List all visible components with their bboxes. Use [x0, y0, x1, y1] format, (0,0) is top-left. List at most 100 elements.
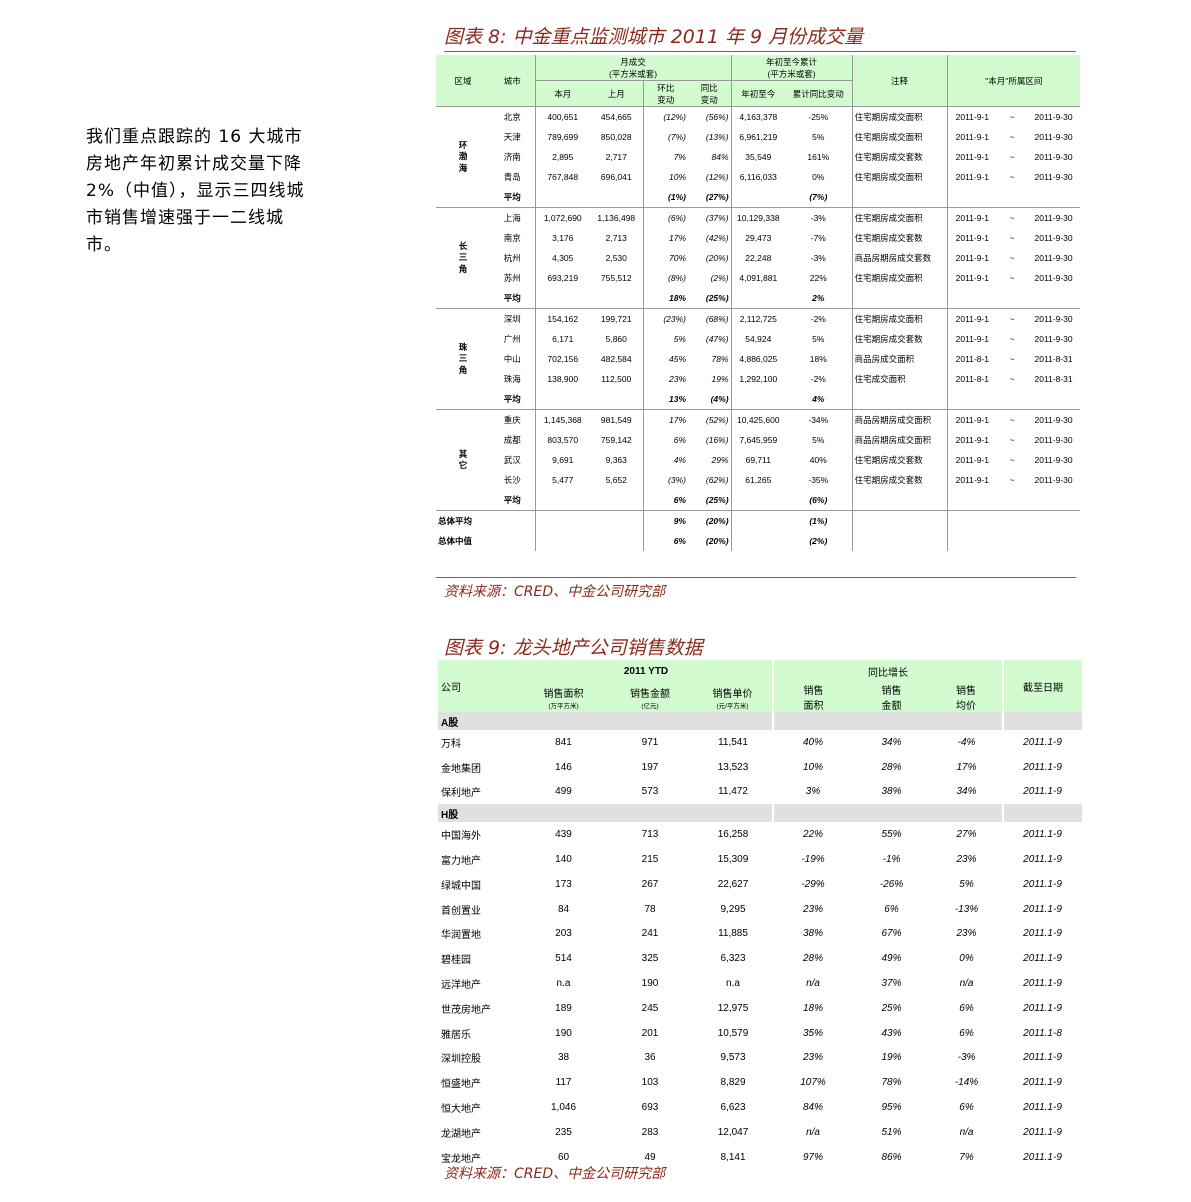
table-cell: (52%) — [688, 409, 732, 430]
table-cell: -7% — [810, 233, 826, 243]
table-cell: 2011-9-1 — [946, 127, 998, 147]
table-cell: 84% — [803, 1102, 824, 1114]
table-cell: 696,041 — [600, 172, 632, 182]
region-cell: 珠三角 — [436, 308, 490, 410]
table-cell: (12%) — [705, 172, 729, 182]
header-amount-unit: (亿元) — [641, 702, 659, 710]
header-ytd: 年初至今累计 (平方米或套) — [730, 55, 853, 81]
section-row: A股 — [438, 712, 1083, 730]
city-name: 天津 — [503, 132, 521, 142]
tilde: ~ — [1009, 273, 1015, 283]
table-cell: 693,219 — [534, 268, 590, 288]
company-name: 恒盛地产 — [441, 1079, 481, 1091]
company-name: 保利地产 — [441, 788, 481, 800]
table-cell: 2011.1-9 — [1023, 1002, 1062, 1014]
tilde: ~ — [1009, 374, 1015, 384]
summary-text: 我们重点跟踪的 16 大城市房地产年初累计成交量下降 2%（中值），显示三四线城… — [86, 127, 305, 255]
table-cell: 713 — [641, 829, 659, 841]
table-cell: 6% — [642, 490, 688, 511]
table-cell: 18% — [642, 288, 688, 309]
table-row: 恒大地产 1,046 693 6,623 84% 95% 6% 2011.1-9 — [438, 1095, 1082, 1120]
table-cell: 2,530 — [605, 253, 627, 263]
table-row: 恒盛地产 117 103 8,829 107% 78% -14% 2011.1-9 — [438, 1070, 1082, 1095]
table-cell: 34% — [881, 736, 902, 748]
table-cell: 2011-9-30 — [1034, 455, 1073, 465]
table-cell: 2011-9-1 — [946, 470, 998, 490]
table-cell: 8,141 — [720, 1151, 746, 1163]
table-cell — [730, 389, 786, 410]
tilde: ~ — [1009, 152, 1015, 162]
table-cell: 2011-9-30 — [1027, 409, 1081, 430]
table-cell — [1027, 389, 1080, 410]
table-cell: -26% — [879, 878, 904, 890]
table-cell: 201 — [641, 1027, 659, 1039]
table-cell: 400,651 — [534, 106, 590, 127]
table-cell: 10,129,338 — [730, 207, 786, 228]
header-company: 公司 — [438, 660, 520, 712]
table-cell: 482,584 — [600, 354, 632, 364]
table-cell: 54,924 — [730, 329, 786, 349]
header-period: "本月"所属区间 — [946, 55, 1081, 107]
header-ytd: 2011 YTD — [520, 660, 774, 682]
table-cell: 23% — [956, 854, 977, 866]
table-cell: 2011-9-1 — [946, 228, 998, 248]
table-cell: 117 — [555, 1077, 572, 1089]
table-cell: 27% — [956, 829, 977, 841]
table-cell: (27%) — [705, 192, 729, 202]
table-cell: 573 — [641, 786, 659, 798]
table-cell: 29,473 — [730, 228, 786, 248]
region-cell: 长三角 — [436, 207, 490, 309]
table-cell: 2011-9-1 — [946, 248, 998, 268]
table-cell: 17% — [642, 228, 688, 248]
header-ytd-value: 年初至今 — [730, 80, 786, 107]
table-cell: 35,549 — [730, 147, 786, 167]
table-cell: 6% — [642, 531, 688, 551]
table-cell: 18% — [803, 1002, 824, 1014]
table-cell — [997, 288, 1027, 309]
table-cell: (56%) — [688, 106, 732, 127]
header-note: 注释 — [851, 55, 948, 107]
table-cell: 3,176 — [534, 228, 590, 248]
company-name: 首创置业 — [441, 905, 481, 917]
city-name: 广州 — [503, 334, 521, 344]
table-cell: 6% — [959, 1002, 974, 1014]
table-cell: 454,665 — [590, 106, 643, 127]
table-row: 南京 3,176 2,713 17% (42%) 29,473 -7% 住宅期房成交套数 201… — [436, 228, 1080, 248]
figure-9-title: 图表 9: 龙头地产公司销售数据 — [444, 633, 1076, 663]
table-cell: 199,721 — [590, 308, 643, 329]
table-cell: 103 — [641, 1077, 659, 1089]
table-cell: (42%) — [705, 233, 729, 243]
company-name: 绿城中国 — [441, 880, 481, 892]
table-cell: 2011-9-30 — [1034, 334, 1073, 344]
table-cell: (1%) — [642, 187, 688, 208]
table-cell: (6%) — [809, 495, 828, 505]
table-cell — [590, 288, 643, 309]
table-cell: 商品房期房成交面积 — [851, 409, 948, 430]
table-row: 珠三角 深圳 154,162 199,721 (23%) (68%) 2,112,725 -2… — [436, 308, 1081, 410]
table-cell: 23% — [642, 369, 688, 389]
table-cell: -2% — [810, 374, 826, 384]
header-monthly: 月成交 (平方米或套) — [534, 55, 732, 81]
table-cell: 2011-9-1 — [946, 207, 998, 228]
table-cell: n/a — [959, 1126, 974, 1138]
table-cell: 803,570 — [534, 430, 590, 450]
figure-8-source: 资料来源：CRED、中金公司研究部 — [444, 584, 666, 600]
company-name: 宝龙地产 — [441, 1153, 481, 1165]
table-cell: (25%) — [705, 293, 729, 303]
table-cell: -3% — [957, 1052, 976, 1064]
table-cell: 10,579 — [717, 1027, 749, 1039]
table-cell — [772, 712, 1004, 730]
table-row: 广州 6,171 5,860 5% (47%) 54,924 5% 住宅期房成交套数 2011-… — [436, 329, 1080, 349]
city-name: 南京 — [503, 233, 521, 243]
table-cell: 住宅期房成交套数 — [851, 329, 948, 349]
table-cell: 850,028 — [600, 132, 632, 142]
table-cell: 161% — [807, 152, 830, 162]
company-name: 华润置地 — [441, 930, 481, 942]
table-cell: 981,549 — [590, 409, 643, 430]
table-cell: 283 — [641, 1126, 659, 1138]
table-cell — [1002, 804, 1083, 823]
table-cell: 197 — [641, 761, 659, 773]
table-row: 金地集团 146 197 13,523 10% 28% 17% 2011.1-9 — [438, 755, 1082, 780]
table-cell: 325 — [641, 953, 659, 965]
table-cell: 138,900 — [534, 369, 590, 389]
